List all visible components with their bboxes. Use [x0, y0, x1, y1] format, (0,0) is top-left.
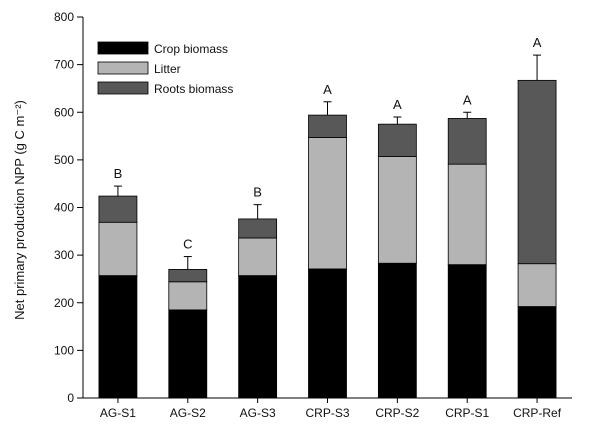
bar-segment-litter	[98, 221, 138, 277]
bar-segment-crop-biomass	[308, 268, 347, 399]
bar-segment-roots-biomass	[517, 79, 557, 265]
y-tick-label: 600	[54, 105, 74, 119]
legend-label: Litter	[154, 62, 181, 76]
bar-segment-litter	[168, 281, 208, 311]
bar-segment-litter	[238, 237, 278, 277]
significance-letter: A	[323, 82, 332, 97]
bar-segment-litter	[517, 263, 557, 307]
bar-segment-litter	[308, 137, 347, 270]
y-tick-label: 300	[54, 248, 74, 262]
bar-segment-roots-biomass	[377, 123, 417, 157]
y-tick-label: 700	[54, 58, 74, 72]
bar-segment-roots-biomass	[168, 269, 208, 283]
bar-segment-roots-biomass	[447, 118, 487, 165]
x-tick-label: CRP-Ref	[513, 406, 562, 420]
x-tick-label: AG-S2	[170, 406, 206, 420]
bar-segment-crop-biomass	[517, 306, 557, 399]
x-tick-label: CRP-S1	[445, 406, 489, 420]
legend: Crop biomass Litter Roots biomass	[97, 41, 233, 96]
plot-area: 0 100 200 300 400 500 600 700 800 B AG-S1 C AG-S2 B AG…	[54, 10, 572, 420]
bar-segment-crop-biomass	[168, 309, 208, 399]
legend-swatch	[97, 41, 149, 55]
x-tick-label: CRP-S3	[305, 406, 349, 420]
significance-letter: B	[114, 166, 123, 181]
bar-segment-crop-biomass	[447, 264, 487, 399]
bar-segment-crop-biomass	[377, 262, 417, 399]
legend-label: Roots biomass	[154, 82, 233, 96]
y-tick-label: 0	[67, 391, 74, 405]
bar-segment-litter	[447, 163, 487, 266]
significance-letter: A	[463, 92, 472, 107]
bar-segment-crop-biomass	[98, 275, 138, 399]
y-tick-label: 800	[54, 10, 74, 24]
significance-letter: A	[393, 97, 402, 112]
bar-segment-roots-biomass	[98, 195, 138, 223]
significance-letter: A	[533, 35, 542, 50]
y-tick-label: 400	[54, 201, 74, 215]
x-tick-label: AG-S3	[240, 406, 276, 420]
legend-swatch	[97, 61, 149, 75]
bar-segment-crop-biomass	[238, 275, 278, 399]
significance-letter: C	[183, 237, 192, 252]
significance-letter: B	[253, 185, 262, 200]
bar-segment-roots-biomass	[308, 114, 347, 138]
y-axis-title: Net primary production NPP (g C m⁻²)	[12, 100, 27, 320]
y-tick-label: 200	[54, 296, 74, 310]
y-tick-label: 100	[54, 343, 74, 357]
bar-segment-litter	[377, 156, 417, 264]
bar-segment-roots-biomass	[238, 218, 278, 239]
x-tick-label: AG-S1	[100, 406, 136, 420]
legend-swatch	[97, 81, 149, 95]
y-tick-label: 500	[54, 153, 74, 167]
x-tick-label: CRP-S2	[375, 406, 419, 420]
legend-label: Crop biomass	[154, 42, 228, 56]
